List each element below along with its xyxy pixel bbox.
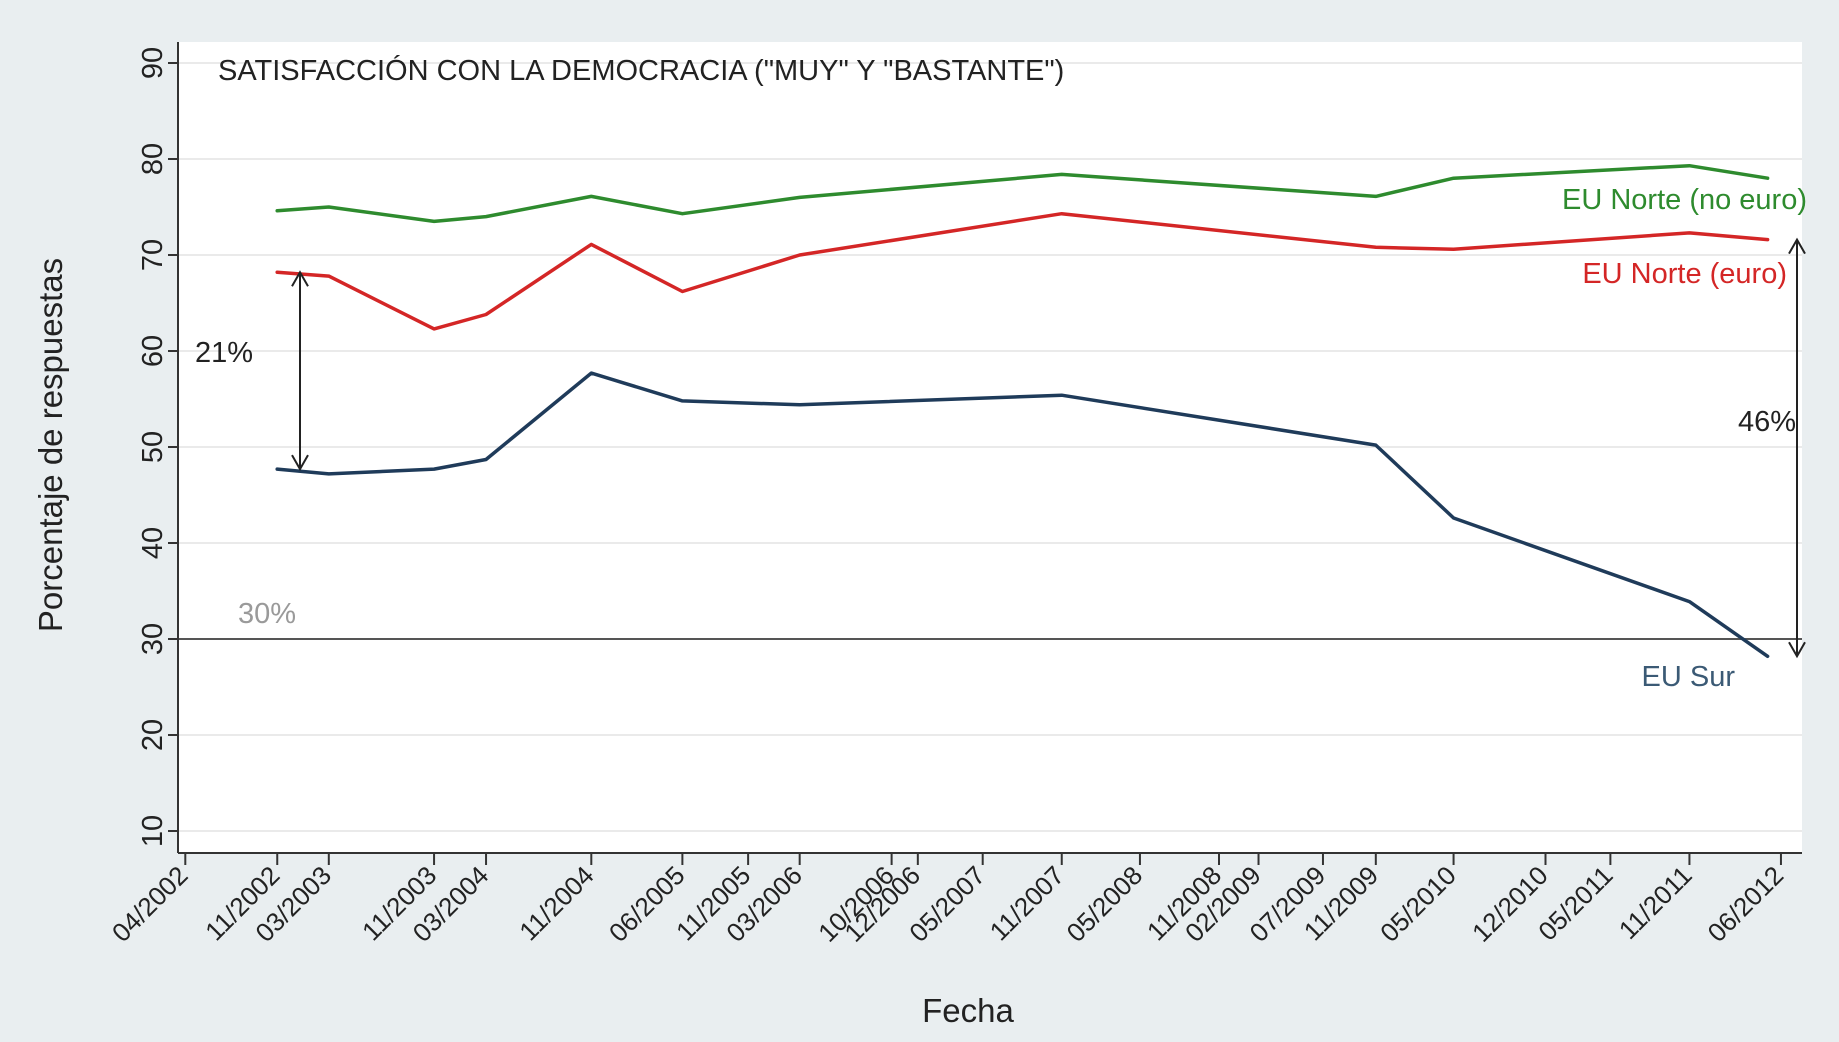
y-tick-label-30: 30 bbox=[137, 623, 169, 655]
x-tick-label-0: 04/2002 bbox=[106, 860, 194, 948]
x-tick-label-21: 11/2011 bbox=[1613, 860, 1698, 945]
chart-title: SATISFACCIÓN CON LA DEMOCRACIA ("MUY" Y … bbox=[218, 54, 1064, 87]
series-lines: EU Norte (no euro) EU Norte (euro) EU Sur bbox=[275, 163, 1807, 693]
x-tick-label-5: 11/2004 bbox=[513, 860, 599, 946]
x-tick-label-6: 06/2005 bbox=[603, 860, 691, 948]
series-line-1 bbox=[275, 163, 1770, 224]
series-line-3 bbox=[275, 371, 1770, 659]
arrow-1-head-top bbox=[291, 270, 309, 287]
annotations: 21% 46% bbox=[195, 237, 1806, 659]
series-label-3: EU Sur bbox=[1642, 661, 1736, 693]
series-line-2 bbox=[275, 211, 1770, 331]
x-tick-label-12: 11/2007 bbox=[984, 860, 1070, 946]
x-tick-label-22: 06/2012 bbox=[1702, 860, 1790, 948]
y-tick-label-70: 70 bbox=[137, 239, 169, 271]
series-label-2: EU Norte (euro) bbox=[1582, 258, 1787, 290]
y-tick-label-60: 60 bbox=[137, 335, 169, 367]
y-tick-label-10: 10 bbox=[137, 815, 169, 847]
x-tick-label-18: 05/2010 bbox=[1374, 860, 1462, 948]
series-label-1: EU Norte (no euro) bbox=[1562, 184, 1807, 216]
y-tick-label-90: 90 bbox=[137, 47, 169, 79]
arrow-1-label: 21% bbox=[195, 337, 253, 369]
x-axis-title: Fecha bbox=[922, 992, 1014, 1029]
y-tick-label-80: 80 bbox=[137, 143, 169, 175]
arrow-2-label: 46% bbox=[1738, 406, 1796, 438]
arrow-2-head-top bbox=[1788, 237, 1806, 255]
y-tick-label-50: 50 bbox=[137, 431, 169, 463]
reference-line-label: 30% bbox=[238, 598, 296, 630]
reference-line-group: 30% bbox=[178, 598, 1802, 640]
y-tick-label-20: 20 bbox=[137, 719, 169, 751]
y-ticks: 10 20 30 40 50 60 70 80 90 bbox=[137, 47, 178, 847]
y-tick-label-40: 40 bbox=[137, 527, 169, 559]
x-tick-label-13: 05/2008 bbox=[1061, 860, 1149, 948]
arrow-2-head-bottom bbox=[1788, 641, 1806, 659]
y-axis-title: Porcentaje de respuestas bbox=[32, 258, 69, 632]
arrow-1-head-bottom bbox=[291, 454, 309, 472]
